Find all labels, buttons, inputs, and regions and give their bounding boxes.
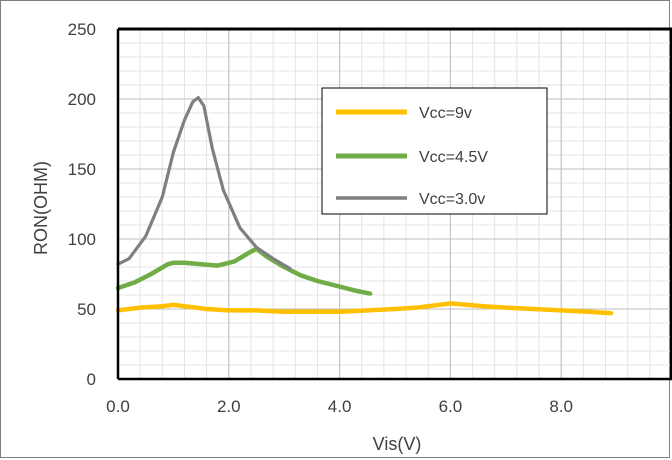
y-tick-label: 50 <box>77 300 96 319</box>
series-line-0 <box>115 301 614 316</box>
legend-label-1: Vcc=4.5V <box>419 149 488 166</box>
x-axis-title: Vis(V) <box>373 434 422 454</box>
x-tick-label: 8.0 <box>549 397 573 416</box>
legend-label-0: Vcc=9v <box>419 105 472 122</box>
series-line-1 <box>115 246 373 296</box>
axes-layer <box>116 27 672 381</box>
tick-labels: 0 50 100 150 200 250 0.0 2.0 4.0 6.0 8.0 <box>68 20 573 416</box>
y-axis-title: RON(OHM) <box>31 161 51 255</box>
y-tick-label: 250 <box>68 20 96 39</box>
legend: Vcc=9v Vcc=4.5V Vcc=3.0v <box>321 87 548 215</box>
series-layer <box>115 95 614 316</box>
x-tick-label: 2.0 <box>217 397 241 416</box>
y-tick-label: 200 <box>68 90 96 109</box>
y-tick-label: 150 <box>68 160 96 179</box>
x-tick-label: 4.0 <box>328 397 352 416</box>
y-tick-label: 0 <box>87 370 96 389</box>
legend-box <box>321 87 548 215</box>
x-tick-label: 0.0 <box>106 397 130 416</box>
series-line-2 <box>116 95 292 270</box>
x-tick-label: 6.0 <box>439 397 463 416</box>
legend-label-2: Vcc=3.0v <box>419 191 485 208</box>
y-tick-label: 100 <box>68 230 96 249</box>
